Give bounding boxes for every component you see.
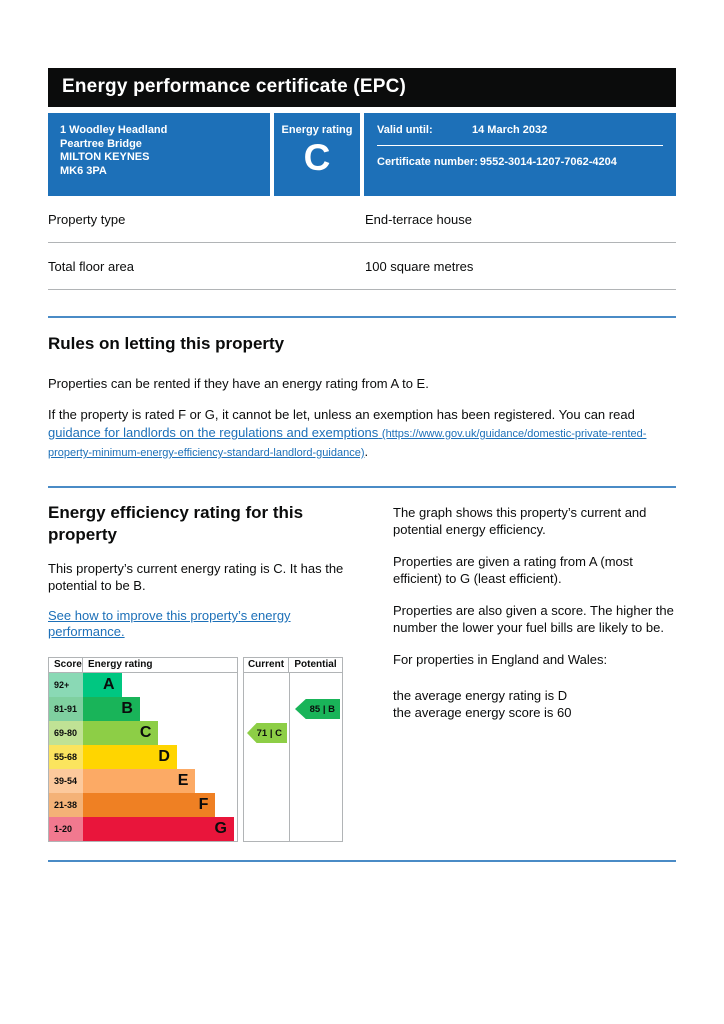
epc-band-row: 81-91 B xyxy=(49,697,237,721)
rules-heading: Rules on letting this property xyxy=(48,334,285,353)
england-wales-paragraph: For properties in England and Wales: xyxy=(393,652,608,667)
rating-section-heading: Energy efficiency rating for this proper… xyxy=(48,503,304,544)
band-score-range: 55-68 xyxy=(49,745,83,769)
rules-paragraph-1: Properties can be rented if they have an… xyxy=(48,376,429,391)
epc-band-row: 55-68 D xyxy=(49,745,237,769)
rating-section-paragraph: This property’s current energy rating is… xyxy=(48,561,344,593)
rules-paragraph-2-text: If the property is rated F or G, it cann… xyxy=(48,407,635,422)
current-rating-arrow: 71 | C xyxy=(247,723,287,743)
energy-efficiency-chart: Score Energy rating 92+ A 81-91 B 69-80 C 55-6… xyxy=(48,657,345,842)
validity-divider xyxy=(377,145,663,146)
score-explainer-paragraph: Properties are also given a score. The h… xyxy=(393,603,674,635)
chart-column-divider xyxy=(289,673,290,841)
floor-area-row: Total floor area 100 square metres xyxy=(48,243,676,290)
energy-rating-badge: Energy rating C xyxy=(274,113,360,196)
band-bar-b: B xyxy=(83,697,140,721)
chart-score-header: Score xyxy=(49,658,83,672)
floor-area-value: 100 square metres xyxy=(365,259,474,274)
certificate-number-label: Certificate number: xyxy=(377,156,478,168)
epc-band-row: 21-38 F xyxy=(49,793,237,817)
section-divider xyxy=(48,860,676,862)
valid-until-date: 14 March 2032 xyxy=(472,124,548,136)
address-line-4: MK6 3PA xyxy=(60,164,107,177)
potential-rating-arrow: 85 | B xyxy=(295,699,340,719)
floor-area-label: Total floor area xyxy=(48,259,134,274)
improve-performance-link[interactable]: See how to improve this property’s energ… xyxy=(48,608,291,639)
band-bar-g: G xyxy=(83,817,234,841)
average-rating-line: the average energy rating is D xyxy=(393,688,568,703)
certificate-number: 9552-3014-1207-7062-4204 xyxy=(479,156,617,168)
band-bar-c: C xyxy=(83,721,159,745)
energy-rating-label: Energy rating xyxy=(281,124,353,136)
rules-paragraph-2: If the property is rated F or G, it cann… xyxy=(48,406,676,462)
chart-current-header: Current xyxy=(244,658,289,672)
section-divider xyxy=(48,316,676,318)
page-title: Energy performance certificate (EPC) xyxy=(48,68,676,107)
average-score-line: the average energy score is 60 xyxy=(393,705,572,720)
property-type-value: End-terrace house xyxy=(365,212,472,227)
band-score-range: 92+ xyxy=(49,673,83,697)
landlord-guidance-link-text: guidance for landlords on the regulation… xyxy=(48,425,379,440)
chart-band-rows: 92+ A 81-91 B 69-80 C 55-68 D 39-54 E 21-38 F 1-20 G xyxy=(49,673,237,841)
landlord-guidance-link-url: (https://www.gov.uk/guidance/domestic-pr… xyxy=(48,428,647,459)
band-score-range: 1-20 xyxy=(49,817,83,841)
landlord-guidance-link[interactable]: guidance for landlords on the regulation… xyxy=(48,425,646,459)
band-score-range: 81-91 xyxy=(49,697,83,721)
band-bar-a: A xyxy=(83,673,122,697)
rating-scale-paragraph: Properties are given a rating from A (mo… xyxy=(393,554,633,586)
certificate-validity-panel: Valid until: 14 March 2032 Certificate n… xyxy=(364,113,676,196)
band-score-range: 21-38 xyxy=(49,793,83,817)
property-type-label: Property type xyxy=(48,212,126,227)
chart-bands-table: Score Energy rating 92+ A 81-91 B 69-80 C 55-6… xyxy=(48,657,238,842)
section-divider xyxy=(48,486,676,488)
rules-paragraph-2-period: . xyxy=(364,444,369,459)
epc-band-row: 92+ A xyxy=(49,673,237,697)
property-address: 1 Woodley Headland Peartree Bridge MILTO… xyxy=(48,113,270,196)
epc-band-row: 1-20 G xyxy=(49,817,237,841)
epc-band-row: 39-54 E xyxy=(49,769,237,793)
chart-rating-header: Energy rating xyxy=(88,659,153,670)
valid-until-label: Valid until: xyxy=(377,124,433,136)
band-bar-f: F xyxy=(83,793,216,817)
address-line-1: 1 Woodley Headland xyxy=(60,124,168,136)
band-score-range: 39-54 xyxy=(49,769,83,793)
property-type-row: Property type End-terrace house xyxy=(48,196,676,243)
energy-rating-letter: C xyxy=(303,137,331,178)
chart-ratings-panel: Current Potential 71 | C 85 | B xyxy=(243,657,343,842)
band-bar-d: D xyxy=(83,745,177,769)
band-score-range: 69-80 xyxy=(49,721,83,745)
chart-potential-header: Potential xyxy=(294,659,337,670)
address-line-3: MILTON KEYNES xyxy=(60,151,150,163)
epc-band-row: 69-80 C xyxy=(49,721,237,745)
graph-explainer-paragraph: The graph shows this property’s current … xyxy=(393,505,647,537)
address-line-2: Peartree Bridge xyxy=(60,137,142,150)
certificate-summary-box: 1 Woodley Headland Peartree Bridge MILTO… xyxy=(48,113,676,196)
band-bar-e: E xyxy=(83,769,196,793)
